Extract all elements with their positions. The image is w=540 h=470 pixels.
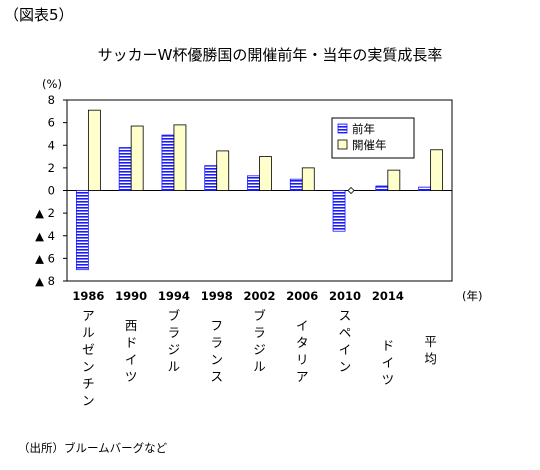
bar-host-year: [87, 109, 101, 191]
bar-host-year: [259, 156, 272, 191]
legend-label: 開催年: [352, 138, 387, 152]
x-tick-label: 2010: [329, 289, 361, 303]
legend-swatch-host-year: [337, 139, 348, 150]
country-label: ドイツ: [382, 338, 395, 387]
y-tick-label: ▲ 6: [35, 251, 55, 265]
bar-prev-year: [75, 190, 89, 271]
y-tick-label: 6: [48, 116, 55, 130]
bar-prev-year: [118, 147, 132, 191]
country-label: フランス: [210, 318, 223, 384]
bar-prev-year: [247, 175, 260, 191]
y-tick-label: 8: [48, 93, 55, 107]
bar-host-year: [430, 149, 444, 191]
bar-host-year: [387, 169, 401, 191]
figure-label: （図表5）: [4, 6, 74, 24]
country-label: ブラジル: [253, 308, 266, 374]
country-label: 西ドイツ: [125, 318, 138, 384]
x-tick-label: 2006: [286, 289, 318, 303]
bar-host-year: [216, 150, 230, 191]
x-tick-label: 2014: [372, 289, 404, 303]
bar-host-year: [347, 186, 355, 195]
chart-title: サッカーW杯優勝国の開催前年・当年の実質成長率: [97, 46, 443, 64]
country-label: ブラジル: [168, 308, 181, 374]
bar-host-year: [173, 124, 187, 191]
bar-prev-year: [332, 190, 346, 232]
y-tick-label: 4: [48, 138, 55, 152]
country-label: アルゼンチン: [82, 308, 95, 408]
y-tick-label: ▲ 8: [35, 274, 55, 288]
y-tick-label: 2: [48, 161, 55, 175]
bar-prev-year: [204, 165, 218, 191]
bar-host-year: [130, 125, 144, 191]
y-tick-label: ▲ 4: [35, 229, 55, 243]
legend-swatch-prev-year: [337, 123, 348, 134]
country-label: イタリア: [296, 318, 309, 384]
source-note: （出所）ブルームバーグなど: [18, 441, 168, 455]
x-tick-label: 1990: [115, 289, 147, 303]
y-tick-label: 0: [48, 184, 55, 198]
x-tick-label: 1986: [72, 289, 104, 303]
bar-prev-year: [418, 186, 432, 191]
x-axis-label: (年): [462, 289, 482, 303]
y-axis-label: (%): [42, 77, 62, 91]
bar-prev-year: [289, 178, 303, 191]
x-tick-label: 1994: [158, 289, 190, 303]
x-tick-label: 2002: [243, 289, 275, 303]
legend-label: 前年: [352, 122, 375, 136]
country-label: スペイン: [339, 308, 352, 374]
bar-host-year: [301, 167, 315, 191]
bar-prev-year: [375, 185, 389, 191]
y-tick-label: ▲ 2: [35, 206, 55, 220]
x-tick-label: 1998: [201, 289, 233, 303]
country-label: 平均: [424, 334, 437, 366]
bar-prev-year: [161, 134, 175, 191]
